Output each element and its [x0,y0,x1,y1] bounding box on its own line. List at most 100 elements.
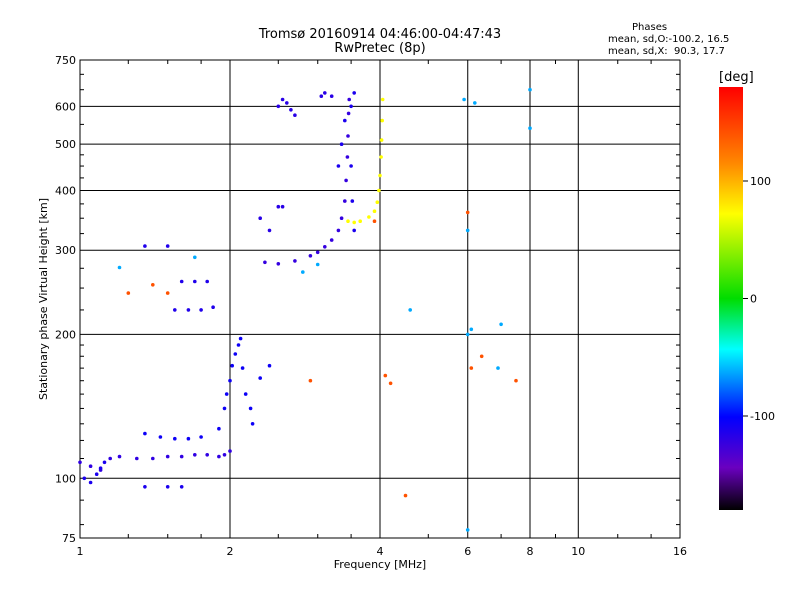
y-tick-label: 200 [55,328,76,341]
data-point [280,97,285,102]
colorbar-tick-label: 100 [750,175,771,188]
data-point [289,108,293,112]
data-point [236,343,241,347]
data-point [217,426,221,431]
data-point [329,238,334,242]
data-point [151,283,155,287]
data-point [193,453,197,457]
data-point [383,373,388,378]
data-point [323,245,327,249]
data-point [193,255,197,260]
data-point [377,188,381,193]
phases-o-stats: mean, sd,O:-100.2, 16.5 [608,34,730,45]
data-point [408,308,413,312]
series-f2-o-spread [336,91,357,233]
data-point [473,101,477,105]
data-point [465,228,470,233]
colorbar-tick-label: 0 [750,293,757,306]
data-point [158,435,163,439]
data-point [205,453,209,457]
data-point [248,406,253,411]
data-point [250,422,255,426]
y-tick-label: 300 [55,244,76,257]
data-point [143,244,147,248]
data-point [267,363,272,368]
data-point [211,305,215,310]
data-point [108,456,112,461]
y-tick-label: 100 [55,472,76,485]
series-es-f1-spread [143,336,272,441]
y-tick-label: 500 [55,138,76,151]
data-point [403,493,408,498]
y-tick-label: 75 [62,532,76,545]
data-point [343,199,347,203]
data-point [205,279,209,284]
colorbar-unit: [deg] [719,70,754,85]
x-tick-label: 10 [571,545,585,558]
data-point [528,87,532,92]
data-point [528,126,532,130]
data-point [240,366,245,370]
x-axis-label: Frequency [MHz] [334,558,426,571]
data-point [465,210,470,215]
data-point [465,332,470,337]
data-point [315,250,320,255]
data-point [346,134,350,138]
series-f-layer-mid [143,244,215,312]
colorbar-ticks: 100 0 -100 [743,175,775,423]
data-point [165,291,170,295]
data-point [372,209,377,213]
data-point [344,178,348,183]
data-point [388,381,393,386]
data-point [372,219,377,223]
data-point [173,308,177,312]
data-point [380,97,385,102]
data-point [82,476,87,481]
data-point [323,91,327,95]
series-upper-spread [258,91,334,233]
data-point [276,104,281,109]
x-tick-label: 6 [464,545,471,558]
chart-title: Tromsø 20160914 04:46:00-04:47:43 [258,27,502,42]
data-point [258,216,263,220]
data-point [319,94,324,98]
data-point [375,200,380,204]
data-point [469,327,474,332]
data-point [358,219,363,223]
data-point [179,454,184,459]
data-point [280,204,285,209]
data-point [199,435,203,439]
data-point [462,97,466,102]
data-point [222,406,227,411]
data-point [186,308,191,312]
data-point [380,118,385,123]
series-f2-o-trace [263,97,352,266]
data-point [151,456,155,461]
phases-heading: Phases [632,22,668,33]
data-point [173,436,177,441]
data-point [276,262,281,266]
data-point [352,228,357,233]
data-point [293,113,297,117]
data-point [469,366,474,370]
data-point [222,453,227,457]
series-e-trace [78,449,232,472]
data-point [165,244,170,248]
y-tick-label: 600 [55,100,76,113]
data-point [499,322,503,327]
data-point [293,259,297,263]
data-point [346,111,351,116]
chart-subtitle: RwPretec (8p) [334,41,426,56]
data-point [378,173,382,178]
data-point [233,352,238,356]
data-point [98,466,103,471]
data-point [336,228,341,233]
data-point [199,308,203,312]
data-point [143,431,147,436]
data-point [228,449,232,453]
y-tick-label: 400 [55,184,76,197]
data-point [352,220,357,225]
data-point [496,366,500,370]
x-tick-label: 2 [227,545,234,558]
